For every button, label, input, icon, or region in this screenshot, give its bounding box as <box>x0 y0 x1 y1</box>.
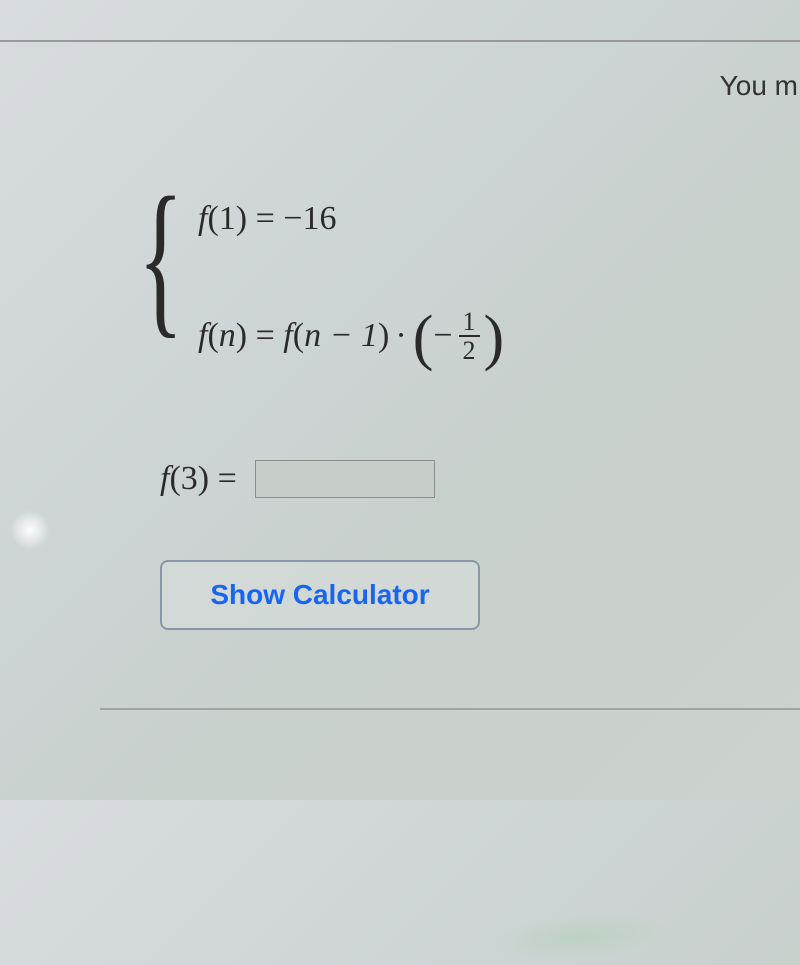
fraction-numerator: 1 <box>459 308 480 337</box>
rhs-func: f <box>283 317 292 355</box>
fraction: 1 2 <box>459 308 480 365</box>
left-brace-icon: { <box>138 172 183 344</box>
answer-row: f(3) = <box>160 460 435 498</box>
bottom-divider <box>100 708 800 710</box>
arg-n: n <box>219 317 236 355</box>
function-name-2: f <box>198 317 207 355</box>
rhs-1: −16 <box>283 200 336 237</box>
arg-1: 1 <box>219 200 236 237</box>
answer-func: f <box>160 460 169 498</box>
equation-recursive: f(n) = f(n − 1) · ( − 1 2 ) <box>198 308 504 365</box>
hint-text: You m <box>720 70 800 102</box>
artifact-flare <box>10 510 50 550</box>
answer-input[interactable] <box>255 460 435 498</box>
artifact-smear <box>489 909 672 965</box>
fraction-denominator: 2 <box>459 337 480 364</box>
equation-base-case: f(1) = −16 <box>198 200 336 238</box>
rhs-arg: n − 1 <box>304 317 378 355</box>
top-divider <box>0 40 800 42</box>
show-calculator-button[interactable]: Show Calculator <box>160 560 480 630</box>
answer-arg: 3 <box>181 460 198 498</box>
